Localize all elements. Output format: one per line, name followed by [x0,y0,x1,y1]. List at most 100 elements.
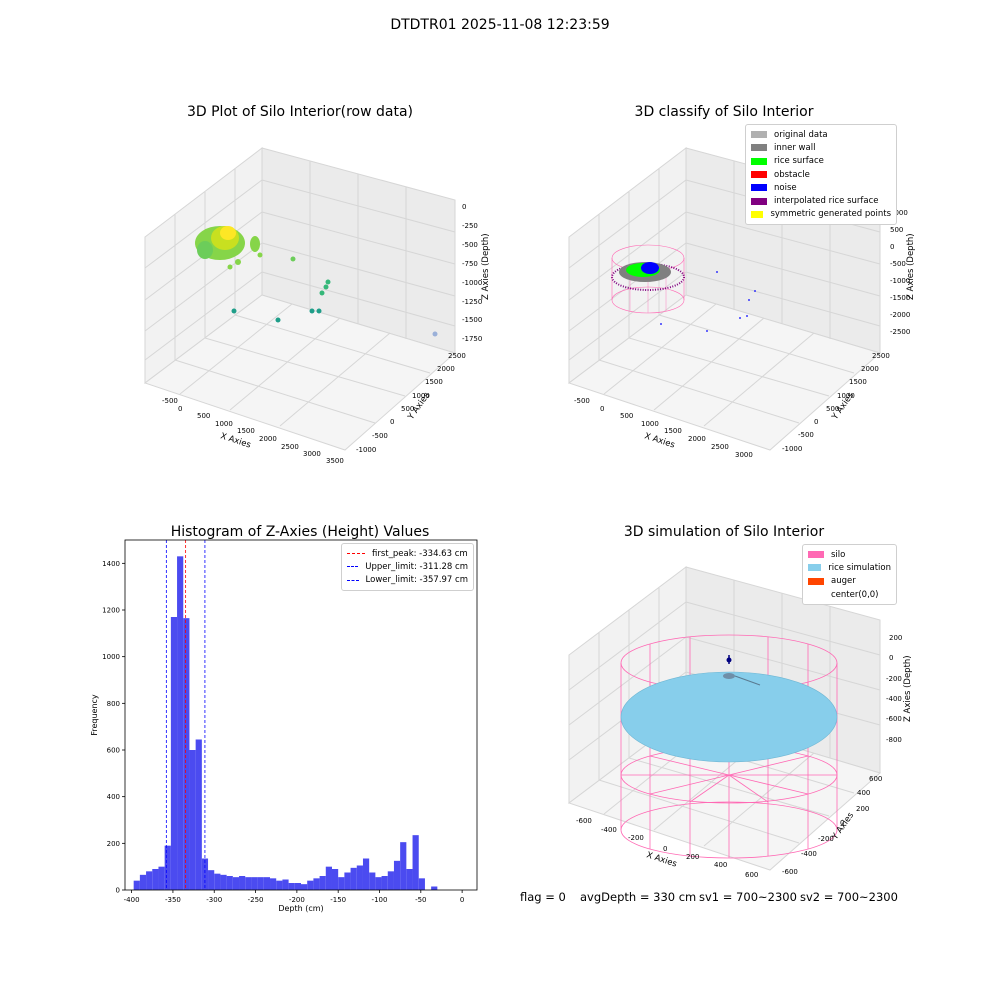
classify-z-tick: 0 [890,243,894,251]
histogram-bar [338,877,345,890]
classify-y-tick: 0 [814,418,818,426]
histogram-bar [418,878,425,890]
legend-item-rice-surface: rice surface [751,155,891,168]
histogram-x-tick-label: -150 [330,896,346,904]
histogram-bars [133,556,438,890]
figure-title: DTDTR01 2025-11-08 12:23:59 [390,17,610,33]
simulation-xlabel: X Axies [645,850,678,869]
raw-y-tick: -500 [372,432,388,440]
histogram-x-tick-label: -250 [248,896,264,904]
simulation-rice-surface [620,671,838,763]
histogram-bar [276,880,283,890]
simulation-y-tick: 0 [840,819,844,827]
classify-x-tick: 0 [600,405,604,413]
histogram-y-tick-label: 0 [116,887,120,895]
legend-item-original-data: original data [751,128,891,141]
classify-x-tick: 1000 [641,420,659,428]
raw-z-tick: -250 [462,222,478,230]
subplot-title-classify: 3D classify of Silo Interior [634,104,814,120]
histogram-frame [124,539,478,891]
histogram-bar [214,873,221,890]
status-sv2: sv2 = 700~2300 [800,890,898,904]
status-avg-depth: avgDepth = 330 cm [580,890,697,904]
simulation-x-tick: 400 [714,861,727,869]
raw-y-tick: 0 [390,418,394,426]
histogram-bar [257,877,264,890]
histogram-bar [208,870,215,890]
status-flag: flag = 0 [520,890,566,904]
legend-item-rice-simulation: rice simulation [808,561,891,574]
histogram-bar [270,878,277,890]
histogram-bar [350,867,357,890]
histogram-bar [288,883,295,890]
simulation-x-tick: -200 [628,834,644,842]
raw-z-tick: -1750 [462,335,482,343]
raw-x-tick: 1000 [215,420,233,428]
classify-y-tick: 1500 [849,378,867,386]
raw-y-tick: 500 [401,405,414,413]
histogram-x-tick-label: -200 [289,896,305,904]
histogram-bar [263,877,271,890]
legend-swatch [808,551,824,559]
legend-swatch [751,131,767,139]
classify-x-tick: 500 [620,412,633,420]
raw-z-tick: -1000 [462,279,482,287]
simulation-y-tick: -200 [818,835,834,843]
histogram-ref-lines [165,540,206,890]
simulation-z-tick: -800 [886,736,902,744]
histogram-bar [331,869,339,890]
classify-z-tick: -1000 [890,277,910,285]
legend-swatch [808,564,822,572]
histogram-bar [232,877,240,890]
histogram-bar [220,874,227,890]
raw-y-tick: 1500 [425,378,443,386]
histogram-bar [400,842,407,890]
simulation-z-tick: -200 [886,675,902,683]
histogram-bar [139,874,147,890]
simulation-z-tick: 200 [889,634,902,642]
histogram-bar [406,869,413,890]
histogram-bar [307,880,314,890]
classify-z-tick: 1000 [890,209,908,217]
simulation-y-tick: 400 [857,789,870,797]
histogram-y-ticks: 0 200 400 600 800 1000 1200 1400 [102,560,125,895]
legend-item-noise: noise [751,181,891,194]
legend-swatch [751,144,767,152]
histogram-bar [362,858,370,890]
histogram-x-tick-label: -50 [415,896,426,904]
classify-x-tick: 3000 [735,451,753,459]
raw-x-tick: 0 [178,405,182,413]
histogram-bar [201,858,209,890]
histogram-bar [245,877,252,890]
histogram-x-tick-label: -400 [124,896,140,904]
status-sv1: sv1 = 700~2300 [699,890,797,904]
histogram-bar [189,750,196,890]
raw-x-tick: 2500 [281,443,299,451]
histogram-y-tick-label: 1200 [102,607,120,615]
raw-x-tick: 1500 [237,427,255,435]
legend-swatch [751,157,767,165]
histogram-legend: first_peak: -334.63 cm Upper_limit: -311… [341,543,474,591]
histogram-bar [313,878,320,890]
histogram-bar [412,835,419,890]
histogram-bar [158,866,165,890]
raw-y-tick: 2000 [437,365,455,373]
classify-z-tick: -2000 [890,311,910,319]
classify-z-tick: -2500 [890,328,910,336]
histogram-bar [226,876,233,890]
legend-item-interpolated: interpolated rice surface [751,194,891,207]
raw-z-tick: -500 [462,241,478,249]
raw-zlabel: Z Axies (Depth) [481,233,491,300]
classify-y-tick: 2500 [872,352,890,360]
legend-item-upper-limit: Upper_limit: -311.28 cm [347,560,468,573]
histogram-bar [393,860,401,890]
legend-item-first-peak: first_peak: -334.63 cm [347,547,468,560]
raw-x-tick: 2000 [259,435,277,443]
histogram-bar [431,886,438,890]
legend-item-lower-limit: Lower_limit: -357.97 cm [347,574,468,587]
histogram-bar [356,865,363,890]
simulation-legend: silo rice simulation auger center(0,0) [802,544,897,606]
legend-line [347,553,365,555]
